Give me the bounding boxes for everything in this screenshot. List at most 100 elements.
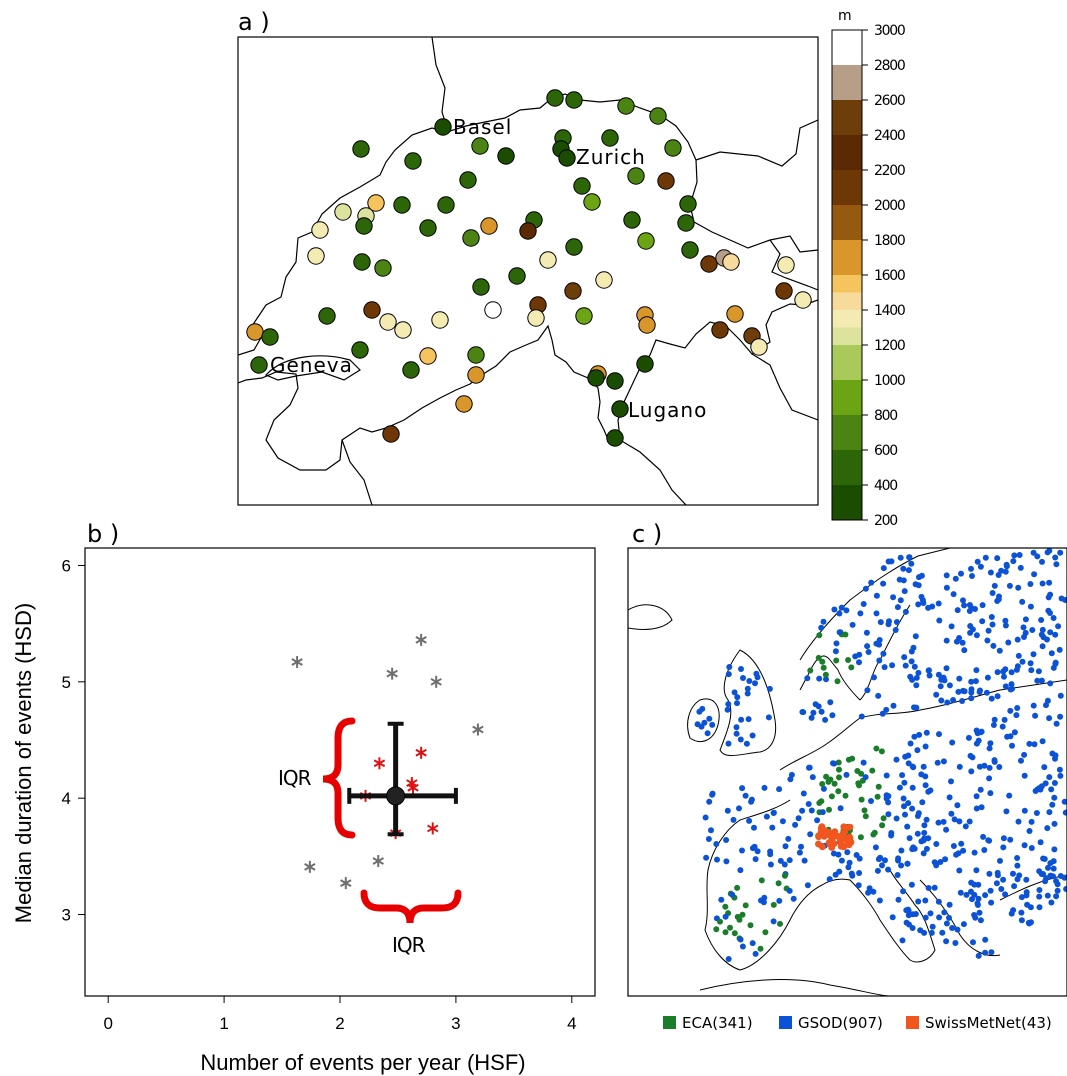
network-station-dot (807, 831, 814, 838)
network-station-dot (822, 716, 829, 723)
network-station-dot (883, 772, 890, 779)
network-station-dot (1050, 873, 1056, 880)
network-station-dot (909, 805, 916, 812)
network-station-dot (857, 610, 864, 617)
europe-map (628, 548, 1067, 996)
network-station-dot (890, 594, 897, 601)
network-station-dot (1021, 842, 1028, 849)
network-station-dot (873, 640, 880, 647)
network-station-dot (1048, 899, 1055, 906)
station-marker (611, 400, 629, 418)
network-station-dot (946, 914, 952, 921)
network-station-dot (870, 831, 877, 838)
network-station-dot (996, 764, 1003, 770)
swissmetnet-station-dot (822, 828, 829, 835)
network-station-dot (1002, 622, 1009, 629)
network-station-dot (807, 667, 814, 674)
panel-b-points (291, 633, 484, 890)
network-station-dot (982, 554, 989, 561)
legend-swatch-swissmetnet (906, 1016, 919, 1029)
network-station-dot (822, 671, 829, 678)
network-station-dot (713, 926, 720, 933)
station-marker (334, 203, 352, 221)
network-station-dot (904, 823, 911, 830)
colorbar-tick-label: 600 (874, 443, 897, 459)
swissmetnet-station-dot (825, 839, 833, 846)
network-station-dot (894, 604, 901, 611)
network-station-dot (801, 857, 808, 864)
network-station-dot (1039, 738, 1046, 745)
network-station-dot (929, 603, 936, 610)
network-station-dot (954, 926, 961, 933)
network-station-dot (914, 813, 921, 819)
network-station-dot (913, 674, 920, 681)
network-station-dot (767, 861, 774, 868)
network-station-dot (909, 784, 916, 791)
network-station-dot (786, 887, 793, 894)
network-station-dot (743, 740, 750, 747)
network-station-dot (702, 814, 709, 821)
network-station-dot (739, 943, 746, 950)
network-station-dot (726, 664, 733, 670)
network-station-dot (901, 588, 908, 595)
border-south-mid (619, 439, 687, 505)
network-station-dot (973, 667, 980, 674)
network-station-dot (908, 881, 915, 888)
station-marker (637, 232, 655, 250)
network-station-dot (941, 909, 948, 916)
station-marker (318, 307, 336, 325)
network-station-dot (988, 899, 995, 906)
network-station-dot (958, 570, 964, 577)
network-station-dot (912, 581, 919, 588)
network-station-dot (855, 882, 862, 889)
network-station-dot (831, 780, 838, 787)
network-station-dot (748, 798, 755, 805)
network-station-dot (949, 925, 956, 931)
network-station-dot (994, 693, 1001, 700)
network-station-dot (1013, 712, 1020, 719)
network-station-dot (962, 823, 969, 830)
network-station-dot (1006, 792, 1013, 799)
network-station-dot (746, 678, 753, 684)
station-marker (431, 311, 449, 329)
station-marker (434, 118, 452, 136)
network-station-dot (826, 806, 832, 813)
network-station-dot (815, 654, 822, 661)
network-station-dot (966, 818, 973, 825)
network-station-dot (862, 774, 869, 781)
outer-point (430, 675, 442, 688)
network-station-dot (1002, 891, 1009, 898)
network-station-dot (1030, 549, 1037, 556)
network-station-dot (709, 790, 716, 797)
x-axis-title: Number of events per year (HSF) (200, 1050, 525, 1075)
network-station-dot (1052, 554, 1059, 561)
africa-coast (699, 979, 891, 996)
network-station-dot (1045, 594, 1052, 601)
network-station-dot (833, 640, 840, 647)
network-station-dot (946, 794, 953, 801)
network-station-dot (911, 663, 918, 670)
network-station-dot (1023, 892, 1030, 899)
border-east-north (695, 119, 818, 167)
network-station-dot (896, 576, 903, 583)
x-tick-label: 2 (335, 1014, 344, 1033)
network-station-dot (843, 607, 850, 614)
network-station-dot (865, 649, 872, 655)
network-station-dot (818, 798, 825, 805)
network-station-dot (988, 695, 995, 702)
colorbar-band (832, 485, 862, 520)
station-marker (558, 149, 576, 167)
network-station-dot (1057, 713, 1064, 720)
swissmetnet-station-dot (815, 832, 822, 840)
network-station-dot (1044, 892, 1051, 899)
continent-coast (704, 679, 1067, 971)
network-station-dot (943, 826, 950, 833)
network-station-dot (770, 901, 777, 908)
network-station-dot (1008, 669, 1015, 676)
network-station-dot (725, 740, 732, 747)
network-station-dot (1002, 683, 1009, 690)
network-station-dot (920, 763, 927, 770)
network-station-dot (973, 632, 980, 639)
network-station-dot (889, 662, 896, 669)
network-station-dot (952, 940, 959, 946)
